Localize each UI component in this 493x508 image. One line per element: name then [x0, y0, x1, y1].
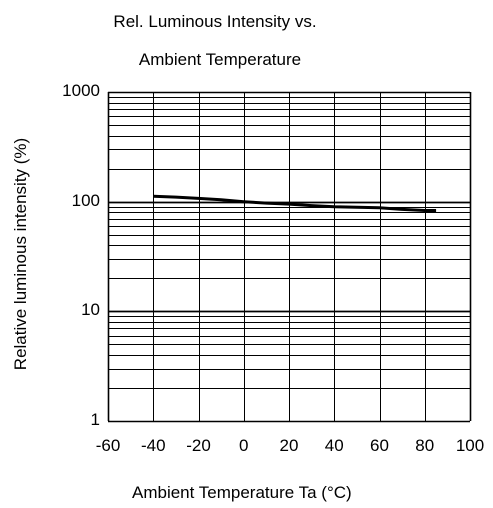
series-line [153, 194, 437, 212]
x-tick-label: 60 [370, 436, 389, 455]
chart-title-line-1: Rel. Luminous Intensity vs. [113, 12, 317, 31]
y-tick-label: 1000 [62, 81, 100, 100]
x-tick-label: 20 [279, 436, 299, 455]
x-axis-label: Ambient Temperature Ta (°C) [132, 483, 352, 502]
x-tick-label: -20 [186, 436, 211, 455]
y-tick-label: 1 [90, 410, 100, 429]
x-tick-label: -60 [95, 436, 121, 455]
x-tick-label: 0 [239, 436, 249, 455]
chart-title-line-2: Ambient Temperature [138, 50, 302, 69]
x-tick-label: -40 [140, 436, 166, 455]
x-tick-label: 40 [324, 436, 344, 455]
x-tick-label: 80 [415, 436, 435, 455]
y-tick-label: 10 [81, 300, 100, 320]
y-tick-label: 100 [71, 190, 100, 210]
x-tick-label: 100 [455, 436, 485, 455]
